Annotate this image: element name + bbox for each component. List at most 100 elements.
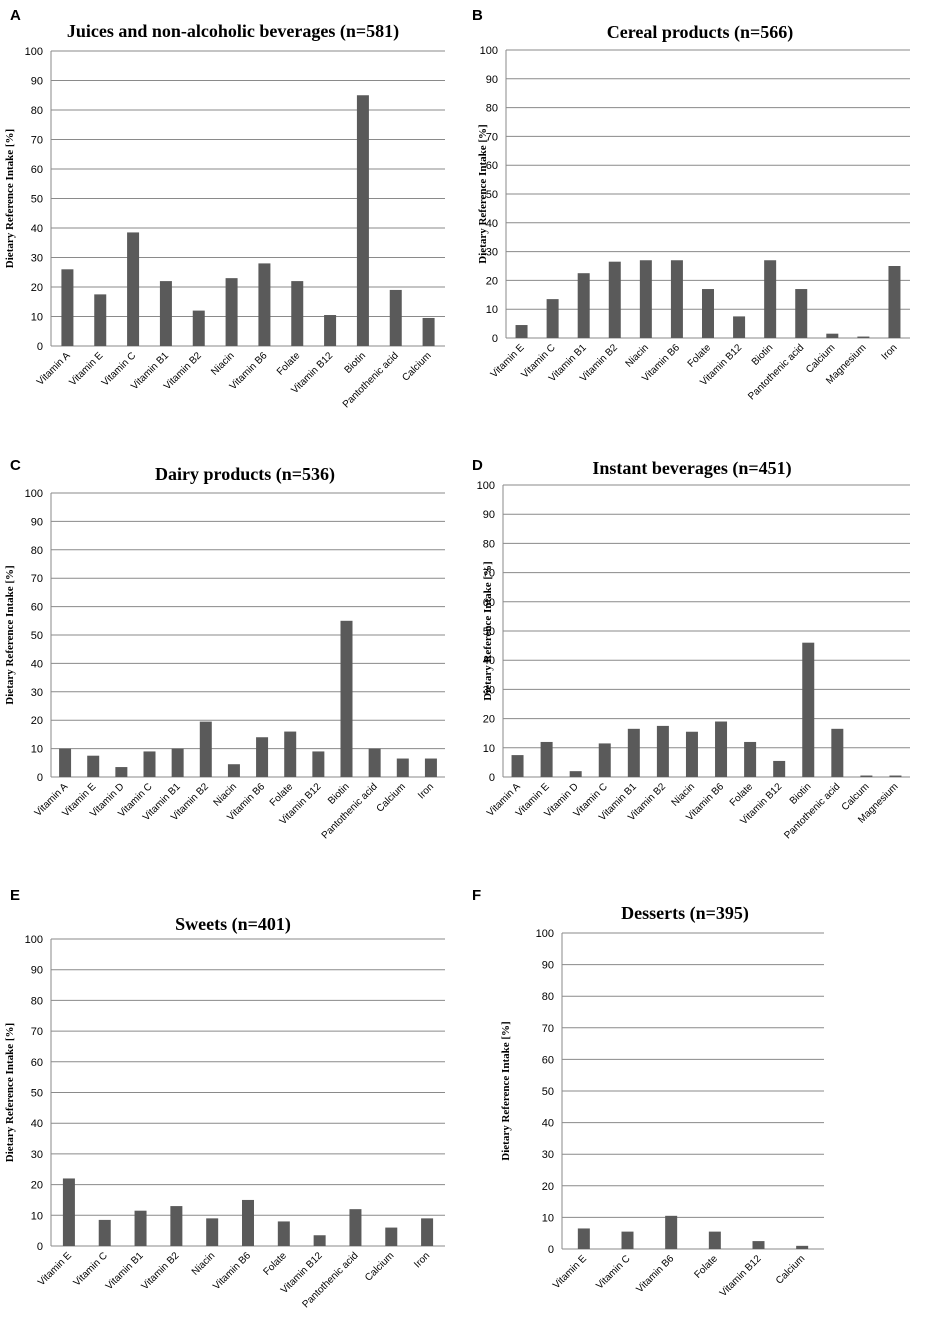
- category-label: Iron: [416, 781, 436, 801]
- category-label: Biotin: [750, 342, 775, 367]
- category-label: Calcium: [363, 1250, 396, 1283]
- panel-letter: A: [10, 7, 21, 24]
- y-tick-label: 100: [480, 45, 498, 57]
- category-label: Folate: [262, 1250, 290, 1278]
- category-label: Vitamin A: [35, 350, 73, 388]
- y-tick-label: 40: [486, 218, 498, 230]
- y-tick-label: 60: [486, 160, 498, 172]
- y-tick-label: 10: [542, 1212, 554, 1224]
- y-tick-label: 90: [31, 76, 43, 88]
- category-label: Vitamin C: [594, 1253, 632, 1291]
- bar: [199, 721, 212, 777]
- bar: [826, 333, 839, 338]
- chart-c: C Dairy products (n=536) 0 10 20 30 40 50 60 70 80…: [4, 457, 445, 841]
- y-tick-label: 70: [31, 1026, 43, 1038]
- y-axis-label: Dietary Reference Intake [%]: [4, 129, 16, 268]
- chart-title: Dairy products (n=536): [155, 464, 335, 485]
- chart-a: A Juices and non-alcoholic beverages (n=5…: [4, 7, 445, 410]
- category-label: Vitamin B1: [104, 1250, 146, 1292]
- y-axis-label: Dietary Reference Intake [%]: [500, 1021, 512, 1160]
- y-tick-label: 20: [31, 1180, 43, 1192]
- category-label: Calcium: [774, 1253, 807, 1286]
- y-tick-label: 50: [483, 626, 495, 638]
- bar: [312, 751, 325, 777]
- bar: [170, 1206, 183, 1246]
- y-tick-label: 10: [31, 312, 43, 324]
- category-label: Niacin: [209, 350, 236, 377]
- category-label: Iron: [880, 342, 900, 362]
- panel-letter: C: [10, 457, 21, 474]
- category-label: Pantothenic acid: [746, 342, 806, 402]
- y-tick-label: 30: [542, 1149, 554, 1161]
- y-tick-label: 60: [483, 597, 495, 609]
- bar: [143, 751, 156, 777]
- category-label: Biotin: [788, 781, 813, 806]
- bar: [192, 310, 205, 346]
- bar: [733, 316, 746, 338]
- category-label: Vitamin B6: [211, 1250, 253, 1292]
- bar: [577, 1228, 590, 1249]
- y-tick-label: 0: [37, 772, 43, 784]
- y-tick-label: 0: [492, 333, 498, 345]
- y-tick-label: 100: [25, 46, 43, 58]
- bar: [349, 1209, 362, 1246]
- y-tick-label: 60: [31, 602, 43, 614]
- y-tick-label: 80: [486, 103, 498, 115]
- chart-title: Sweets (n=401): [175, 914, 291, 935]
- bar: [127, 232, 140, 346]
- bar: [171, 748, 184, 777]
- bar: [546, 299, 559, 338]
- bar: [115, 767, 128, 777]
- bar: [324, 315, 337, 346]
- category-label: Vitamin E: [551, 1253, 589, 1291]
- bar: [206, 1218, 219, 1246]
- y-tick-label: 70: [31, 573, 43, 585]
- category-label: Calcium: [375, 781, 408, 814]
- bar: [422, 317, 435, 346]
- y-tick-label: 30: [31, 253, 43, 265]
- y-tick-label: 90: [483, 509, 495, 521]
- bar: [227, 764, 240, 777]
- y-tick-label: 40: [31, 223, 43, 235]
- bar: [134, 1210, 147, 1246]
- y-axis-label: Dietary Reference Intake [%]: [4, 565, 16, 704]
- y-tick-label: 70: [486, 131, 498, 143]
- bar: [385, 1227, 398, 1246]
- chart-e: E Sweets (n=401) 0 10 20 30 40 50 60 70 80 90 100 Die…: [4, 887, 445, 1310]
- y-tick-label: 60: [31, 164, 43, 176]
- bar: [424, 758, 437, 777]
- bar: [685, 731, 698, 777]
- bar: [715, 721, 728, 777]
- y-tick-label: 80: [31, 105, 43, 117]
- y-tick-label: 40: [31, 1118, 43, 1130]
- bar: [277, 1221, 290, 1246]
- bar: [515, 325, 528, 338]
- y-tick-label: 70: [542, 1023, 554, 1035]
- chart-d: D Instant beverages (n=451) 0 10 20 30 40 50 60 7…: [472, 457, 910, 841]
- bar: [159, 281, 172, 346]
- bar: [368, 748, 381, 777]
- y-tick-label: 10: [31, 1210, 43, 1222]
- y-tick-label: 40: [483, 655, 495, 667]
- bar: [796, 1245, 809, 1249]
- y-tick-label: 50: [31, 630, 43, 642]
- y-tick-label: 20: [31, 282, 43, 294]
- y-tick-label: 10: [31, 744, 43, 756]
- category-label: Folate: [693, 1253, 721, 1281]
- category-label: Folate: [275, 350, 303, 378]
- chart-title: Cereal products (n=566): [607, 22, 794, 43]
- bar: [857, 336, 870, 338]
- bar: [802, 642, 815, 777]
- bar: [656, 725, 669, 777]
- y-tick-label: 30: [31, 687, 43, 699]
- bar: [577, 273, 590, 338]
- y-tick-label: 60: [542, 1054, 554, 1066]
- category-label: Vitamin E: [67, 350, 105, 388]
- y-tick-label: 20: [483, 714, 495, 726]
- panel-letter: D: [472, 457, 483, 474]
- y-tick-label: 0: [37, 341, 43, 353]
- bar: [389, 289, 402, 346]
- bar: [340, 620, 353, 777]
- category-label: Niacin: [190, 1250, 217, 1277]
